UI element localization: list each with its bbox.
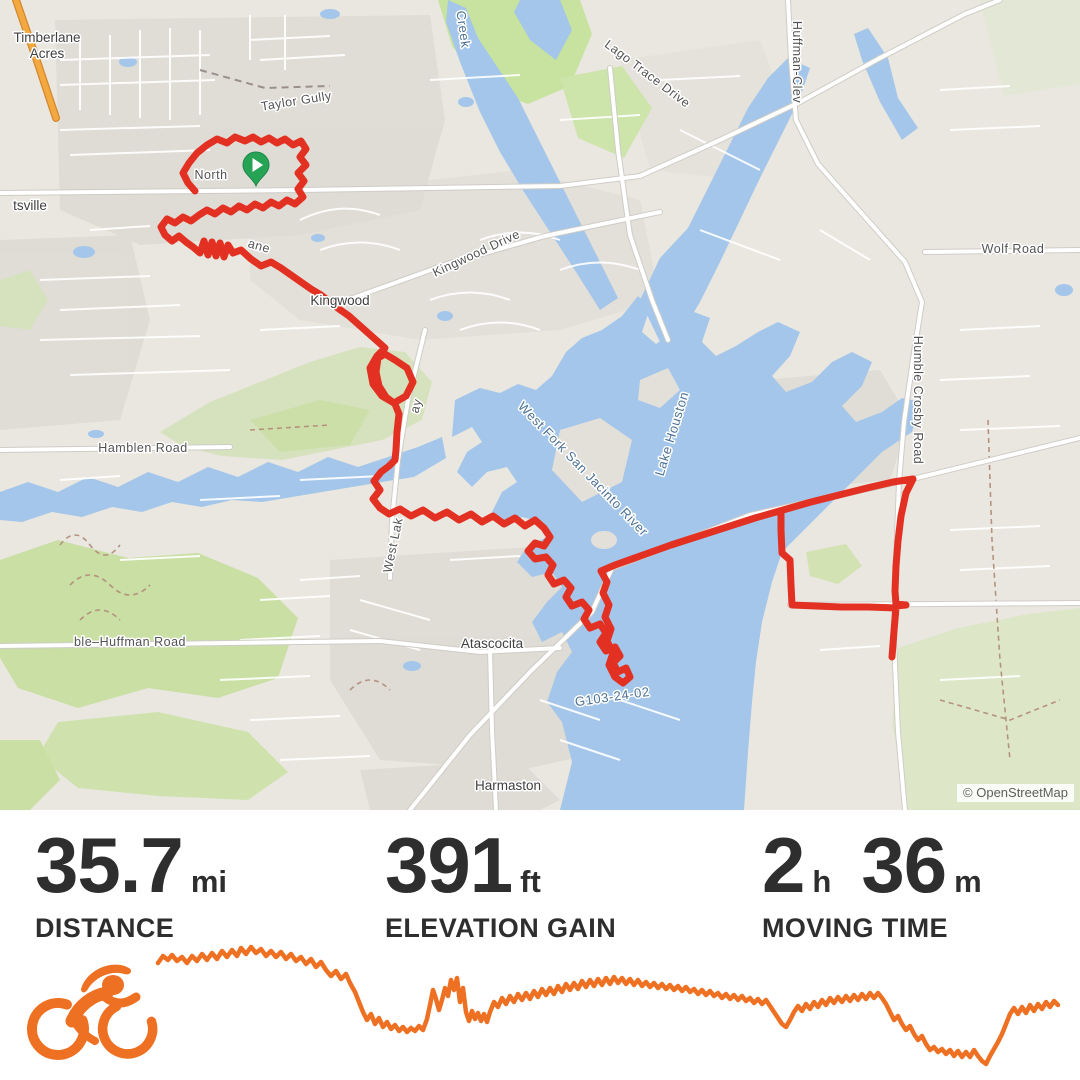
- elevation-profile-chart: [155, 944, 1061, 1067]
- map-label: Kingwood: [310, 293, 369, 308]
- distance-unit: mi: [190, 864, 227, 899]
- map-label: Acres: [30, 46, 65, 61]
- time-label: MOVING TIME: [762, 913, 948, 943]
- map-minor-roads: [39, 15, 1061, 761]
- stat-elevation-gain: 391 ft ELEVATION GAIN: [385, 826, 616, 944]
- stat-distance: 35.7 mi DISTANCE: [35, 826, 227, 944]
- map-label: Timberlane: [13, 30, 80, 45]
- map-railway: [199, 69, 331, 90]
- start-marker: [242, 151, 270, 188]
- map-label: Harmaston: [475, 778, 541, 793]
- attribution-text: © OpenStreetMap: [963, 785, 1068, 800]
- map-label: Humble Crosby Road: [911, 336, 925, 465]
- elevation-value: 391: [385, 821, 513, 909]
- stats-row: 35.7 mi DISTANCE 391 ft ELEVATION GAIN 2…: [0, 810, 1080, 943]
- map-label: Huffman-Clev: [790, 21, 804, 103]
- map-label: North: [194, 168, 227, 182]
- map-label: Wolf Road: [982, 242, 1045, 256]
- cyclist-icon: [26, 964, 158, 1061]
- map-green-areas: [0, 0, 1080, 810]
- distance-value: 35.7: [35, 821, 184, 909]
- time-minutes-value: 36: [861, 821, 947, 909]
- distance-label: DISTANCE: [35, 913, 175, 943]
- map-islands: [552, 368, 680, 549]
- map-major-roads: [0, 0, 1080, 810]
- elevation-unit: ft: [520, 864, 541, 899]
- map-attribution: © OpenStreetMap: [957, 784, 1074, 802]
- map-label: Hamblen Road: [98, 441, 187, 455]
- route-trace: [157, 133, 917, 687]
- elevation-label: ELEVATION GAIN: [385, 913, 617, 943]
- map-label: ay: [408, 397, 425, 415]
- map-label: Atascocita: [461, 636, 524, 651]
- map-trails: [59, 419, 1061, 761]
- map-label: tsville: [13, 198, 47, 213]
- stat-moving-time: 2 h 36 m MOVING TIME: [762, 826, 982, 944]
- time-hours-value: 2: [762, 821, 805, 909]
- map-label: ble–Huffman Road: [74, 635, 186, 649]
- time-minutes-unit: m: [954, 864, 982, 899]
- route-map: Timberlane Acres Taylor Gully Creek Lago Tra…: [0, 0, 1080, 810]
- map-label: Creek: [453, 10, 473, 49]
- bottom-row: [0, 935, 1080, 1080]
- time-hours-unit: h: [812, 864, 832, 899]
